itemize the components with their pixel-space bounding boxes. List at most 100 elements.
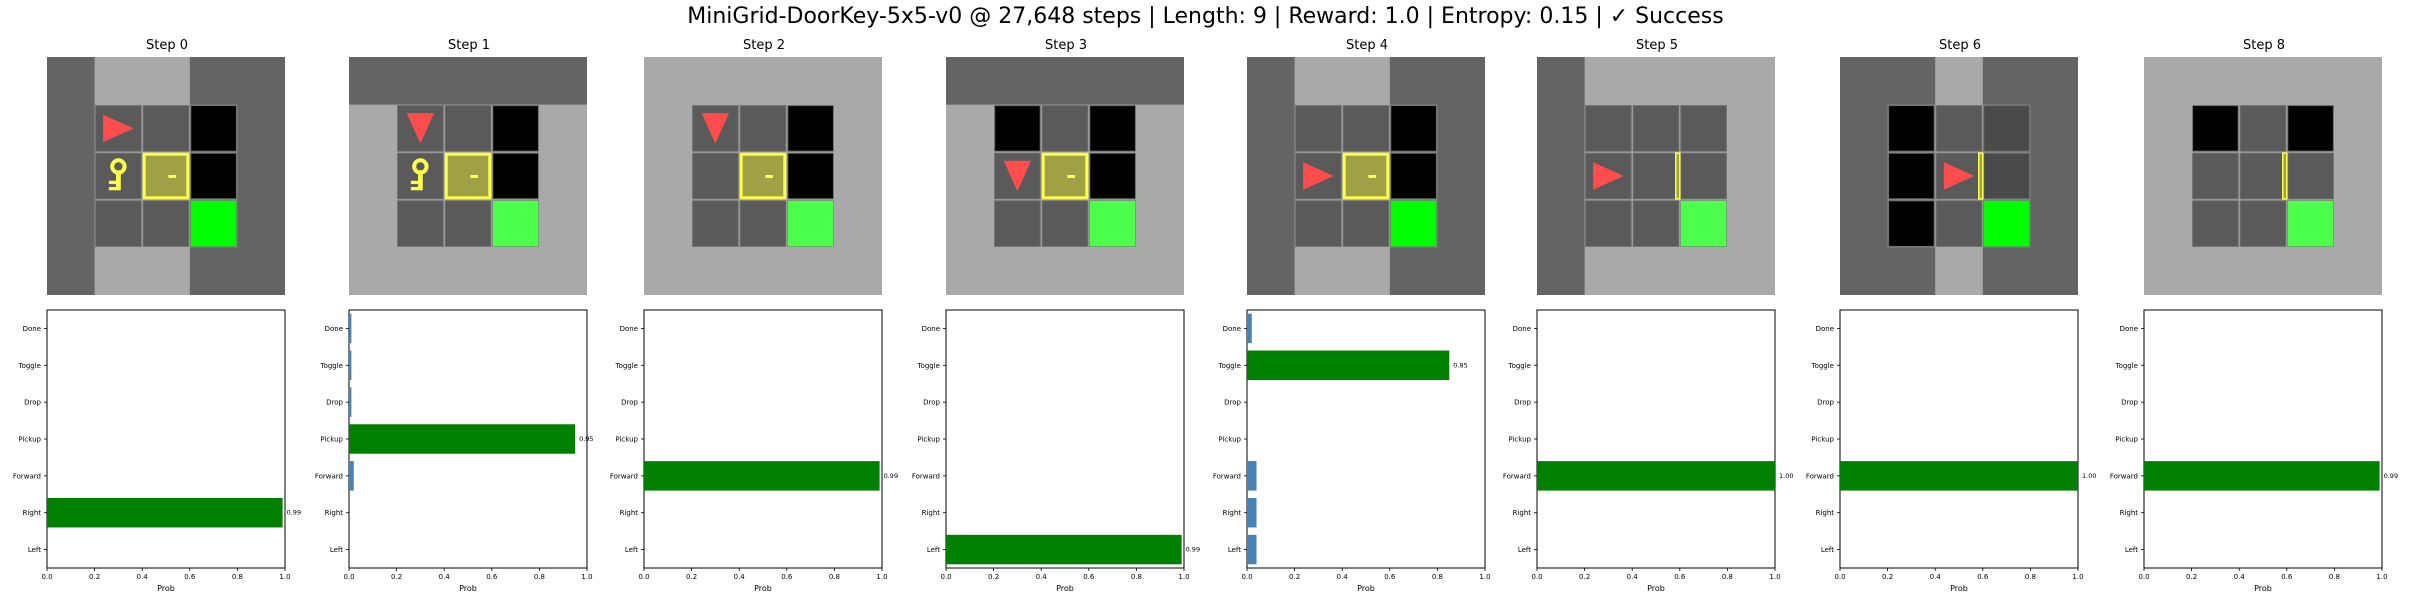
x-tick-label: 0.6 [1977, 573, 1989, 581]
wall-cell [1727, 199, 1775, 248]
y-tick-label: Toggle [1507, 362, 1531, 370]
wall-cell [2030, 247, 2078, 295]
grid-cell [1295, 105, 1342, 152]
y-tick-label: Forward [13, 472, 41, 480]
x-tick-label: 0.8 [1131, 573, 1142, 581]
y-tick-label: Right [325, 509, 344, 517]
wall-cell [1136, 57, 1184, 106]
y-tick-label: Done [325, 325, 343, 333]
grid-cell [1935, 105, 1983, 152]
x-tick-label: 0.6 [1083, 573, 1095, 581]
wall-cell [1389, 57, 1438, 106]
grid-cell [1632, 152, 1680, 200]
step-panel: Step 4 Left Right Forward Pickup Drop Toggle 0.… [1213, 0, 1491, 611]
wall-cell [786, 247, 835, 295]
wall-cell [1840, 104, 1889, 153]
wall-cell [1247, 104, 1296, 153]
y-tick-label: Done [620, 325, 638, 333]
action-probability-chart: Left Right Forward 0.99 Pickup Drop Toggle Done… [2110, 309, 2398, 593]
grid-cell [994, 200, 1041, 247]
wall-cell [2286, 247, 2335, 295]
x-axis-label: Prob [1056, 584, 1074, 593]
x-tick-label: 0.0 [1241, 573, 1252, 581]
wall-cell [47, 152, 96, 201]
y-tick-label: Left [927, 546, 940, 554]
x-tick-label: 0.2 [89, 573, 100, 581]
wall-cell [237, 152, 285, 201]
wall-cell [946, 152, 995, 201]
wall-cell [1437, 152, 1485, 201]
wall-cell [396, 247, 445, 295]
bar-value-label: 1.00 [2082, 472, 2096, 480]
x-axis-label: Prob [157, 584, 175, 593]
wall-cell [739, 57, 788, 106]
y-tick-label: Right [1223, 509, 1242, 517]
wall-cell [1537, 152, 1586, 201]
wall-cell [1727, 104, 1775, 153]
action-probability-chart: Left 0.99 Right Forward Pickup Drop Toggle Done… [912, 309, 1200, 593]
bar-value-label: 0.85 [1453, 361, 1467, 369]
wall-cell [1041, 247, 1090, 295]
y-tick-label: Forward [1213, 472, 1241, 480]
wall-cell [644, 57, 693, 106]
step-title: Step 3 [1044, 38, 1087, 53]
bar-pickup [349, 424, 576, 454]
y-tick-label: Done [1816, 325, 1834, 333]
wall-cell [946, 57, 995, 106]
wall-cell [2334, 152, 2382, 201]
grid-cell [2192, 152, 2239, 200]
x-axis-label: Prob [2254, 584, 2272, 593]
x-tick-label: 0.2 [391, 573, 402, 581]
unseen-cell [1888, 105, 1935, 152]
agent-icon [1593, 162, 1624, 190]
x-tick-label: 0.0 [2138, 573, 2149, 581]
x-tick-label: 1.0 [2072, 573, 2083, 581]
x-tick-label: 0.0 [638, 573, 649, 581]
wall-cell [2030, 152, 2078, 201]
wall-cell [834, 152, 882, 201]
grid-cell [2287, 152, 2334, 200]
x-tick-label: 0.4 [1930, 573, 1942, 581]
grid-cell [2239, 105, 2287, 152]
grid-cell [1632, 105, 1680, 152]
x-tick-label: 0.4 [734, 573, 746, 581]
x-axis-label: Prob [1647, 584, 1665, 593]
goal-tile [1089, 200, 1136, 247]
grid-cell [397, 200, 444, 247]
bar-value-label: 0.99 [287, 509, 301, 517]
wall-cell [1294, 247, 1343, 295]
wall-cell [1632, 57, 1681, 106]
wall-cell [2334, 199, 2382, 248]
x-tick-label: 1.0 [2376, 573, 2387, 581]
wall-cell [1041, 57, 1090, 106]
wall-cell [1584, 247, 1633, 295]
wall-cell [1136, 152, 1184, 201]
wall-cell [2334, 104, 2382, 153]
step-title: Step 4 [1345, 38, 1388, 53]
grid-cell [739, 200, 787, 247]
x-tick-label: 0.8 [232, 573, 243, 581]
step-title: Step 8 [2242, 38, 2285, 53]
grid-cell [95, 200, 142, 247]
unseen-cell [2287, 105, 2334, 152]
x-tick-label: 0.0 [1834, 573, 1845, 581]
wall-cell [2144, 152, 2193, 201]
y-tick-label: Left [28, 546, 41, 554]
open-door [2282, 152, 2288, 200]
step-panel: Step 0 Left Right 0.99 Forward Pickup Drop Togg… [13, 0, 301, 611]
wall-cell [946, 247, 995, 295]
wall-cell [47, 247, 96, 295]
wall-cell [349, 247, 398, 295]
wall-cell [47, 199, 96, 248]
grid-observation [1840, 57, 2078, 295]
unseen-cell [787, 105, 834, 152]
grid-cell [1585, 105, 1632, 152]
grid-observation [946, 57, 1184, 295]
step-title: Step 5 [1635, 38, 1678, 53]
wall-cell [644, 152, 693, 201]
grid-cell [739, 105, 787, 152]
x-tick-label: 0.2 [1579, 573, 1590, 581]
wall-cell [644, 199, 693, 248]
grid-observation [2144, 57, 2382, 295]
wall-cell [2144, 104, 2193, 153]
